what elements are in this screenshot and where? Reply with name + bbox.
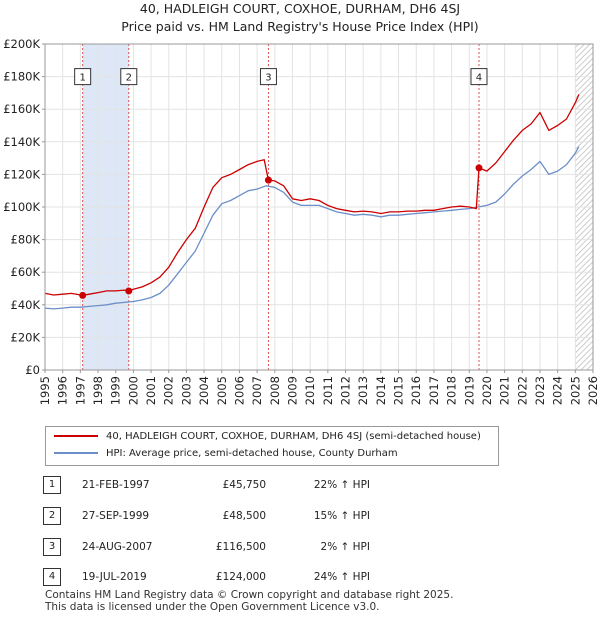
sale-number-badge: 2 [43,507,61,525]
x-tick-label: 1997 [73,376,87,405]
x-tick-label: 2016 [409,376,423,405]
table-row: 2 27-SEP-1999 £48,500 15% ↑ HPI [40,507,390,525]
price-chart: 1 2 3 4 £0 £20K £40K £60K £80K £100K £120K £140K £16… [3,37,600,405]
table-row: 1 21-FEB-1997 £45,750 22% ↑ HPI [40,476,390,494]
sale-label-frame [259,68,277,86]
x-tick-label: 2017 [427,376,441,405]
sale-label-text: 4 [476,73,482,84]
y-tick-label: £180K [3,70,40,84]
y-tick-label: £0 [25,363,40,377]
legend-item-hpi: HPI: Average price, semi-detached house,… [54,446,398,462]
sale-label-box: 3 [259,68,277,86]
sale-label-text: 2 [126,73,132,84]
x-tick-label: 2014 [374,376,388,405]
y-tick-label: £120K [3,167,40,181]
x-tick-label: 2009 [285,376,299,405]
x-tick-label: 2015 [392,376,406,405]
chart-legend: 40, HADLEIGH COURT, COXHOE, DURHAM, DH6 … [45,426,499,466]
sale-price: £116,500 [215,541,266,553]
x-tick-label: 2011 [321,376,335,405]
sale-date: 27-SEP-1999 [82,510,150,522]
x-tick-label: 2008 [268,376,282,405]
sale-price: £48,500 [222,510,266,522]
x-tick-label: 2012 [339,376,353,405]
title-subtitle: Price paid vs. HM Land Registry's House … [121,19,479,34]
x-tick-label: 2006 [232,376,246,405]
x-tick-label: 2019 [462,376,476,405]
legend-item-property: 40, HADLEIGH COURT, COXHOE, DURHAM, DH6 … [54,429,481,445]
x-tick-label: 1995 [38,376,52,405]
legend-swatch-property [54,435,98,437]
sale-date: 21-FEB-1997 [82,479,150,491]
x-tick-label: 2024 [551,376,565,405]
x-tick-label: 1999 [109,376,123,405]
x-tick-label: 2005 [215,376,229,405]
y-tick-label: £20K [11,330,41,344]
y-tick-label: £60K [11,265,41,279]
x-tick-label: 2021 [498,376,512,405]
legend-label-property: 40, HADLEIGH COURT, COXHOE, DURHAM, DH6 … [106,431,481,442]
sale-hpi-diff: 24% ↑ HPI [313,571,370,583]
x-tick-label: 2025 [568,376,582,405]
y-tick-label: £200K [3,37,40,51]
sale-number-badge: 4 [43,568,61,586]
footer-copyright: Contains HM Land Registry data © Crown c… [45,589,454,601]
x-tick-label: 2000 [126,376,140,405]
sale-label-box: 4 [470,68,488,86]
x-tick-label: 2010 [303,376,317,405]
sale-point [475,164,483,172]
chart-title: 40, HADLEIGH COURT, COXHOE, DURHAM, DH6 … [0,0,600,36]
sale-hpi-diff: 2% ↑ HPI [320,541,370,553]
table-row: 4 19-JUL-2019 £124,000 24% ↑ HPI [40,568,390,586]
sale-point [264,176,272,184]
sale-point [79,291,87,299]
sale-label-frame [74,68,92,86]
sale-number-badge: 3 [43,538,61,556]
x-tick-label: 1998 [91,376,105,405]
y-tick-label: £100K [3,200,40,214]
x-tick-label: 2023 [533,376,547,405]
y-tick-label: £40K [11,298,41,312]
sale-date: 24-AUG-2007 [82,541,153,553]
x-tick-label: 2013 [356,376,370,405]
y-tick-label: £140K [3,135,40,149]
sale-number-badge: 1 [43,476,61,494]
sale-hpi-diff: 22% ↑ HPI [313,479,370,491]
y-tick-label: £160K [3,102,40,116]
sale-label-box: 2 [120,68,138,86]
x-tick-label: 2007 [250,376,264,405]
sale-date: 19-JUL-2019 [82,571,147,583]
x-tick-label: 2020 [480,376,494,405]
x-tick-label: 2001 [144,376,158,405]
sale-point [125,287,133,295]
sale-label-text: 3 [265,73,271,84]
legend-swatch-hpi [54,452,98,454]
sale-price: £45,750 [222,479,266,491]
x-tick-label: 2003 [179,376,193,405]
legend-label-hpi: HPI: Average price, semi-detached house,… [106,448,398,459]
sale-hpi-diff: 15% ↑ HPI [313,510,370,522]
x-tick-label: 1996 [56,376,70,405]
hpi-series-line [45,146,580,310]
x-tick-label: 2026 [586,376,600,405]
sale-price: £124,000 [215,571,266,583]
footer-licence: This data is licensed under the Open Gov… [45,601,380,613]
footer-attribution: Contains HM Land Registry data © Crown c… [45,589,453,613]
title-address: 40, HADLEIGH COURT, COXHOE, DURHAM, DH6 … [139,1,461,16]
x-tick-label: 2004 [197,376,211,405]
x-tick-label: 2002 [162,376,176,405]
x-tick-label: 2018 [445,376,459,405]
sale-label-box: 1 [74,68,92,86]
sale-label-frame [120,68,138,86]
table-row: 3 24-AUG-2007 £116,500 2% ↑ HPI [40,538,390,556]
sale-label-text: 1 [79,73,85,84]
x-tick-label: 2022 [515,376,529,405]
y-tick-label: £80K [11,233,41,247]
sale-label-frame [470,68,488,86]
